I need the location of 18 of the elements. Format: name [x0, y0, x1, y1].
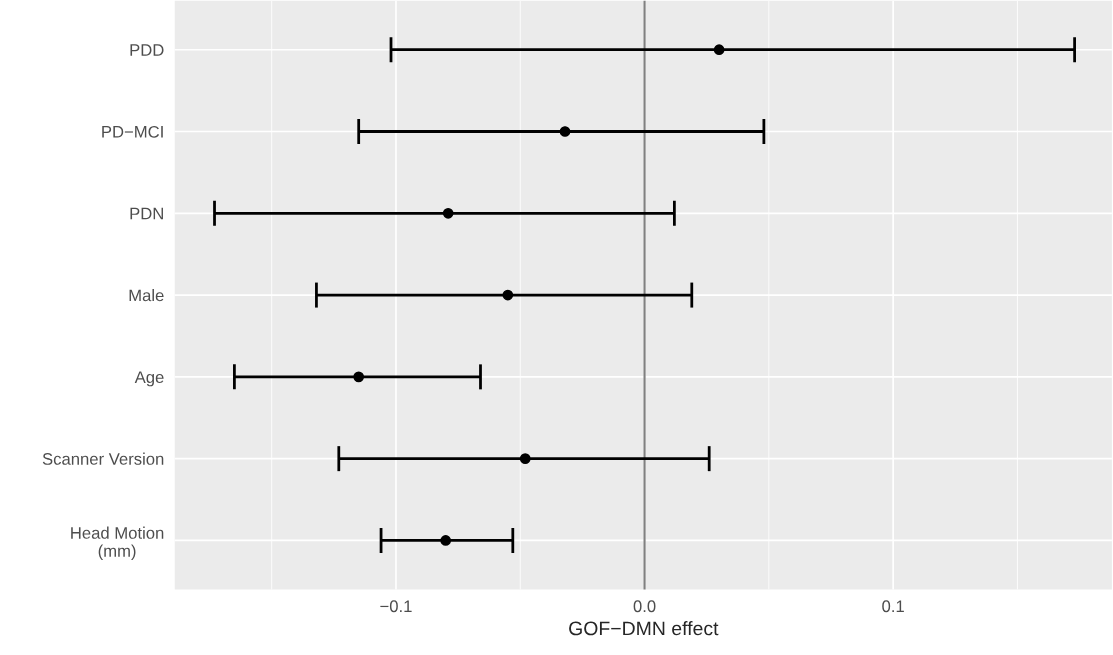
y-tick-label: Head Motion (mm) — [71, 526, 164, 561]
point — [713, 44, 725, 56]
y-tick-label: PDN — [130, 207, 163, 220]
y-tick-label: PDD — [130, 44, 164, 56]
x-tick-label: 0.0 — [633, 600, 656, 613]
x-axis-title: GOF−DMN effect — [569, 621, 719, 636]
point — [502, 289, 514, 301]
point — [353, 371, 365, 383]
point — [559, 126, 571, 137]
y-tick-label: Male — [129, 289, 164, 302]
y-tick-label: Age — [134, 371, 164, 387]
x-tick-label: 0.1 — [882, 600, 904, 613]
x-tick-label: −0.1 — [380, 600, 412, 613]
y-tick-label: Scanner Version — [42, 452, 164, 465]
point — [442, 207, 454, 219]
y-tick-label: PD−MCI — [102, 125, 163, 138]
point — [440, 535, 452, 546]
point — [519, 453, 531, 464]
